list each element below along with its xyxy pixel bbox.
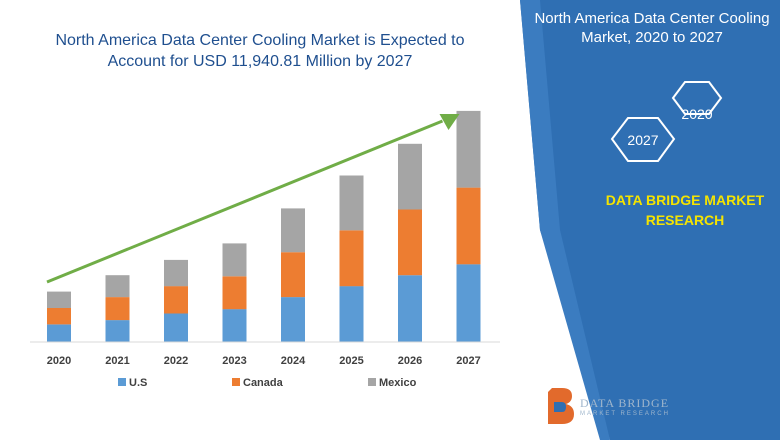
bar-u-s-2024 — [281, 297, 305, 342]
side-panel-title-line2: Market, 2020 to 2027 — [581, 29, 723, 46]
bar-u-s-2022 — [164, 313, 188, 342]
hexagon-2020-label: 2020 — [681, 106, 713, 122]
logo-subtext: MARKET RESEARCH — [580, 411, 670, 417]
legend-swatch-u-s — [118, 378, 126, 386]
x-axis-tick-labels: 2020 2021 2022 2023 2024 2025 2026 2027 — [47, 355, 481, 367]
bar-u-s-2025 — [339, 286, 364, 342]
side-panel-highlight — [520, 0, 610, 440]
chart-bars — [47, 110, 481, 342]
chart-title-line1: North America Data Center Cooling Market… — [55, 32, 465, 49]
side-panel-shape — [520, 0, 780, 440]
bar-mexico-2020 — [47, 291, 71, 308]
bar-canada-2024 — [281, 252, 305, 298]
bar-canada-2022 — [164, 286, 188, 314]
logo-b-inner — [554, 402, 566, 412]
hexagon-2020-icon — [671, 81, 723, 115]
bar-canada-2026 — [398, 209, 422, 276]
chart-title: North America Data Center Cooling Market… — [20, 30, 500, 72]
hexagon-2027-icon — [610, 117, 676, 162]
bar-canada-2020 — [47, 308, 71, 325]
bar-mexico-2022 — [164, 259, 188, 287]
x-tick-label-2024: 2024 — [281, 355, 306, 367]
bar-u-s-2023 — [222, 309, 247, 342]
stacked-bar-chart: 2020 2021 2022 2023 2024 2025 2026 2027 U.S Cana… — [30, 110, 500, 389]
bar-u-s-2021 — [105, 320, 130, 342]
brand-name-line2: RESEARCH — [645, 212, 725, 228]
bar-u-s-2020 — [47, 324, 71, 342]
side-panel-title-line1: North America Data Center Cooling — [534, 10, 770, 27]
x-tick-label-2020: 2020 — [47, 355, 71, 367]
legend-label-canada: Canada — [243, 377, 284, 389]
chart-title-line2: Account for USD 11,940.81 Million by 202… — [107, 53, 413, 70]
side-panel-title: North America Data Center Cooling Market… — [532, 9, 772, 47]
bar-mexico-2021 — [105, 275, 130, 298]
logo-text: DATA BRIDGE — [580, 396, 670, 410]
data-bridge-logo-icon — [548, 388, 574, 424]
bar-mexico-2026 — [398, 143, 422, 210]
bar-canada-2023 — [222, 276, 247, 310]
x-tick-label-2026: 2026 — [398, 355, 422, 367]
legend-swatch-canada — [232, 378, 240, 386]
bar-mexico-2023 — [222, 243, 247, 277]
trend-arrow-line — [46, 119, 444, 284]
legend-swatch-mexico — [368, 378, 376, 386]
bar-canada-2027 — [456, 187, 481, 265]
legend-label-mexico: Mexico — [379, 377, 417, 389]
brand-name: DATA BRIDGE MARKET RESEARCH — [590, 190, 780, 230]
bar-u-s-2026 — [398, 275, 422, 342]
bar-mexico-2024 — [281, 208, 305, 253]
bar-mexico-2025 — [339, 175, 364, 231]
legend-label-u-s: U.S — [129, 377, 147, 389]
chart-legend: U.S Canada Mexico — [118, 377, 417, 389]
x-tick-label-2025: 2025 — [339, 355, 363, 367]
x-tick-label-2023: 2023 — [222, 355, 246, 367]
x-tick-label-2021: 2021 — [105, 355, 129, 367]
trend-arrow — [46, 114, 460, 284]
x-tick-label-2027: 2027 — [456, 355, 480, 367]
hexagon-2027-label: 2027 — [627, 132, 659, 148]
bar-u-s-2027 — [456, 264, 481, 342]
bar-mexico-2027 — [456, 110, 481, 188]
x-tick-label-2022: 2022 — [164, 355, 188, 367]
brand-name-line1: DATA BRIDGE MARKET — [605, 192, 765, 208]
trend-arrow-head — [439, 114, 460, 130]
bar-canada-2025 — [339, 230, 364, 287]
bar-canada-2021 — [105, 297, 130, 321]
